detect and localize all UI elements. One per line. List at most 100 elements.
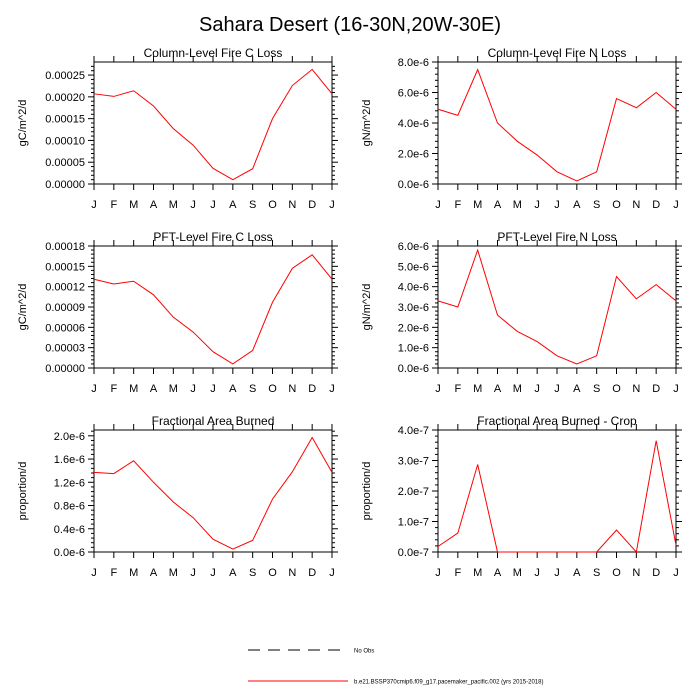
y-tick-label: 0.00012: [45, 282, 85, 294]
x-tick-label: D: [308, 199, 316, 211]
x-tick-label: J: [91, 383, 97, 395]
x-tick-label: J: [329, 199, 335, 211]
x-tick-label: J: [91, 199, 97, 211]
x-tick-label: O: [268, 199, 277, 211]
y-tick-label: 4.0e-6: [398, 282, 429, 294]
x-tick-label: J: [534, 567, 540, 579]
x-tick-label: J: [554, 199, 560, 211]
y-tick-label: 0.4e-6: [54, 524, 85, 536]
y-axis-label: gC/m^2/d: [17, 284, 29, 331]
y-tick-label: 0.00009: [45, 302, 85, 314]
x-tick-label: S: [249, 383, 256, 395]
x-tick-label: A: [229, 383, 237, 395]
x-tick-label: J: [210, 383, 216, 395]
chart-panel-6: Fractional Area Burned - Cropproportion/…: [361, 414, 682, 579]
x-tick-label: J: [554, 567, 560, 579]
y-tick-label: 0.0e-6: [398, 363, 429, 375]
y-tick-label: 0.00005: [45, 157, 85, 169]
x-tick-label: A: [150, 383, 158, 395]
panel-title: PFT-Level Fire C Loss: [153, 230, 272, 244]
series-line: [437, 68, 677, 182]
y-axis-label: gN/m^2/d: [361, 100, 373, 147]
series-line: [93, 68, 333, 181]
y-tick-label: 1.6e-6: [54, 454, 85, 466]
y-tick-label: 0.00000: [45, 179, 85, 191]
x-tick-label: F: [454, 567, 461, 579]
x-tick-label: A: [573, 567, 581, 579]
x-tick-label: J: [673, 199, 679, 211]
x-tick-label: A: [494, 383, 502, 395]
x-tick-label: M: [169, 567, 178, 579]
y-tick-label: 2.0e-6: [398, 322, 429, 334]
x-tick-label: J: [210, 567, 216, 579]
y-tick-label: 0.0e-7: [398, 547, 429, 559]
x-tick-label: N: [288, 567, 296, 579]
y-tick-label: 2.0e-7: [398, 486, 429, 498]
y-tick-label: 5.0e-6: [398, 261, 429, 273]
x-tick-label: N: [632, 567, 640, 579]
figure-title: Sahara Desert (16-30N,20W-30E): [199, 14, 501, 36]
x-tick-label: S: [593, 567, 600, 579]
plot-frame: [437, 429, 677, 553]
x-tick-label: J: [435, 567, 441, 579]
x-tick-label: J: [329, 567, 335, 579]
chart-panel-4: PFT-Level Fire N Loss gN/m^2/d 0.0e-6 1.0e-…: [361, 230, 682, 395]
x-tick-label: M: [169, 383, 178, 395]
x-tick-label: J: [435, 383, 441, 395]
plot-frame: [437, 61, 677, 185]
x-tick-label: A: [229, 199, 237, 211]
x-tick-label: A: [494, 567, 502, 579]
x-tick-label: D: [652, 199, 660, 211]
y-tick-label: 0.00020: [45, 92, 85, 104]
series-line: [93, 436, 333, 550]
panel-title: PFT-Level Fire N Loss: [497, 230, 616, 244]
series-line: [93, 254, 333, 365]
y-axis-label: proportion/d: [17, 462, 29, 521]
chart-panel-3: PFT-Level Fire C Loss gC/m^2/d 0.00000 0.00…: [17, 230, 338, 395]
x-tick-label: S: [249, 567, 256, 579]
panel-title: Fractional Area Burned: [152, 414, 275, 428]
x-tick-label: D: [308, 383, 316, 395]
x-tick-label: J: [190, 199, 196, 211]
y-tick-label: 3.0e-7: [398, 456, 429, 468]
y-tick-label: 8.0e-6: [398, 57, 429, 69]
x-tick-label: M: [129, 567, 138, 579]
x-tick-label: D: [652, 567, 660, 579]
x-tick-label: A: [229, 567, 237, 579]
x-tick-label: F: [110, 383, 117, 395]
x-tick-label: F: [110, 199, 117, 211]
x-tick-label: M: [129, 199, 138, 211]
x-tick-label: S: [593, 199, 600, 211]
panel-title: Column-Level Fire C Loss: [144, 46, 283, 60]
x-tick-label: A: [573, 383, 581, 395]
x-tick-label: A: [494, 199, 502, 211]
series-line: [437, 248, 677, 365]
x-tick-label: A: [150, 199, 158, 211]
panel-title: Column-Level Fire N Loss: [488, 46, 627, 60]
y-tick-label: 0.00010: [45, 135, 85, 147]
y-tick-label: 0.8e-6: [54, 501, 85, 513]
x-tick-label: J: [673, 567, 679, 579]
chart-panel-5: Fractional Area Burned proportion/d 0.0e-6…: [17, 414, 338, 579]
x-tick-label: J: [210, 199, 216, 211]
plot-frame: [93, 61, 333, 185]
x-tick-label: F: [454, 383, 461, 395]
x-tick-label: O: [268, 383, 277, 395]
x-tick-label: J: [673, 383, 679, 395]
x-tick-label: N: [288, 199, 296, 211]
y-tick-label: 0.00025: [45, 70, 85, 82]
chart-panel-2: Column-Level Fire N Loss gN/m^2/d 0.0e-6 2.…: [361, 46, 682, 211]
x-tick-label: M: [169, 199, 178, 211]
x-tick-label: M: [513, 199, 522, 211]
x-tick-label: M: [513, 383, 522, 395]
y-tick-label: 2.0e-6: [54, 431, 85, 443]
y-tick-label: 0.0e-6: [398, 179, 429, 191]
chart-panel-1: Column-Level Fire C Loss gC/m^2/d 0.00000 0…: [17, 46, 338, 211]
x-tick-label: J: [554, 383, 560, 395]
y-tick-label: 1.2e-6: [54, 477, 85, 489]
y-tick-label: 1.0e-7: [398, 517, 429, 529]
y-axis-label: gN/m^2/d: [361, 284, 373, 331]
y-tick-label: 0.00006: [45, 322, 85, 334]
x-tick-label: A: [573, 199, 581, 211]
